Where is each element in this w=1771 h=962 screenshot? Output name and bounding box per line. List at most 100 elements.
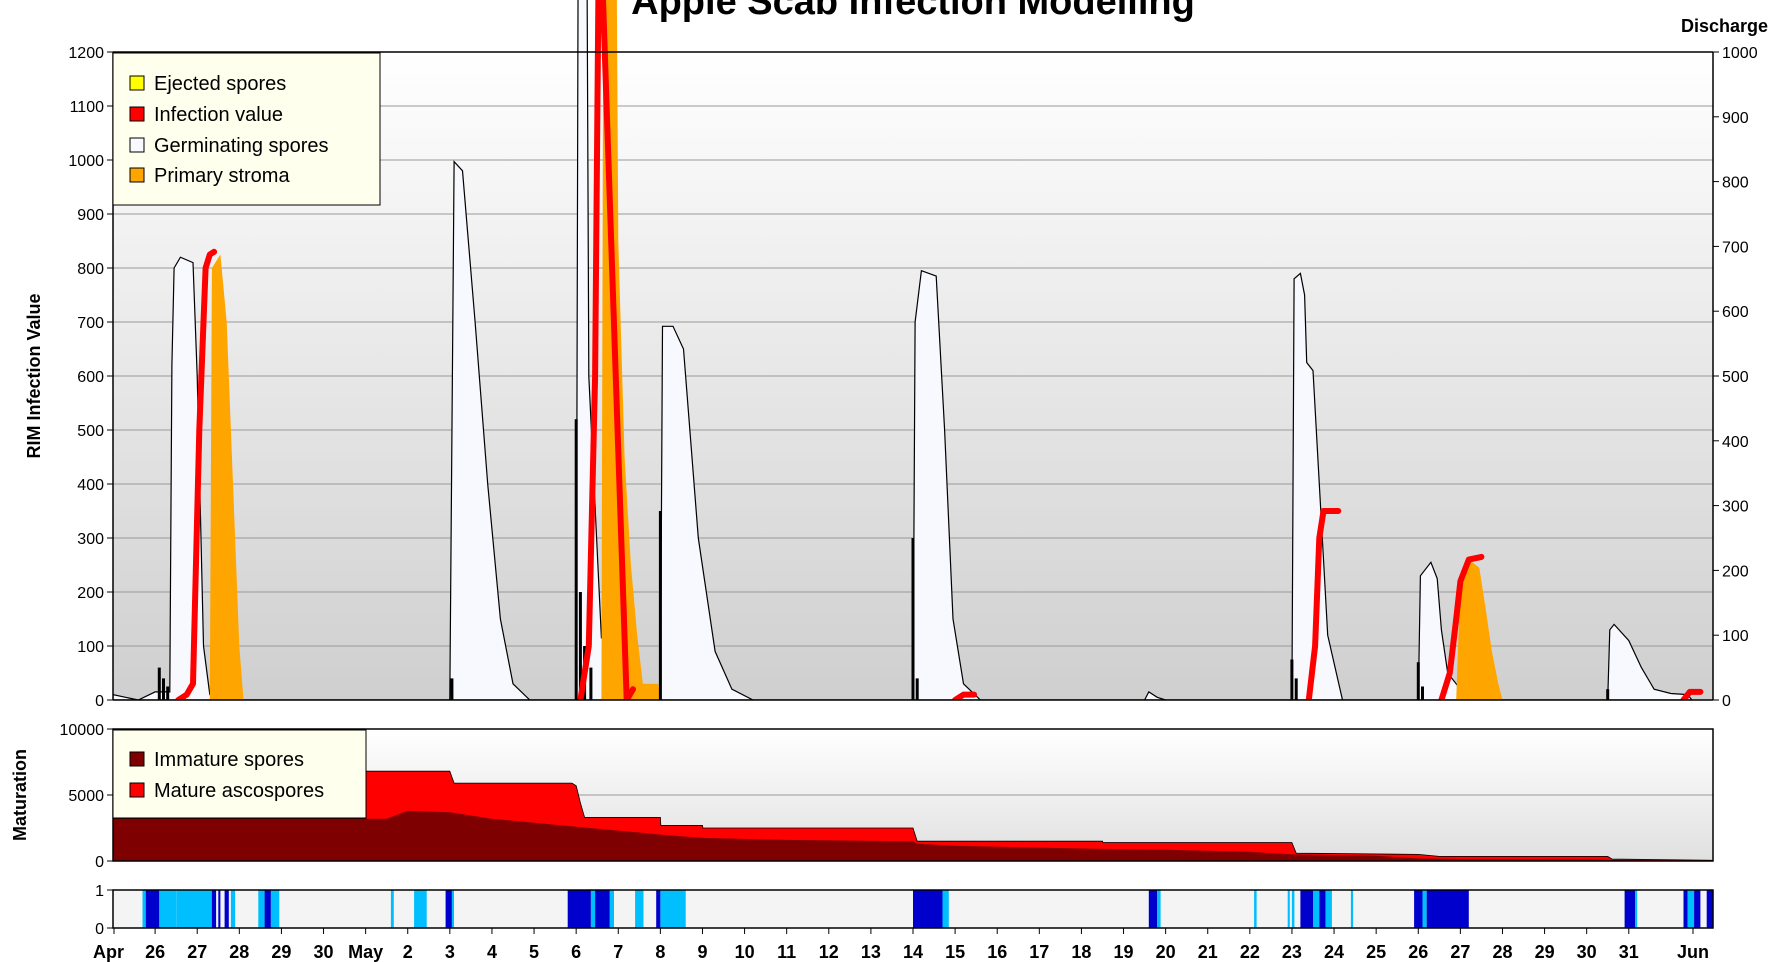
ejected-spores-bar bbox=[157, 667, 161, 700]
wetness-band bbox=[390, 890, 394, 928]
legend-label-immature-spores: Immature spores bbox=[154, 749, 304, 771]
discharge-y-tick-label: 900 bbox=[1722, 110, 1749, 127]
date-tick-label: 23 bbox=[1282, 942, 1302, 962]
wetness-band bbox=[1683, 890, 1688, 928]
date-tick-label: Apr bbox=[93, 942, 124, 962]
wetness-band bbox=[211, 890, 217, 928]
legend-swatch-primary-stroma bbox=[129, 167, 145, 183]
wetness-band bbox=[660, 890, 686, 928]
infection-y-tick-label: 600 bbox=[77, 369, 104, 386]
maturation-y-axis-label: Maturation bbox=[10, 749, 30, 841]
date-tick-label: 6 bbox=[571, 942, 581, 962]
maturation-legend-box bbox=[112, 729, 367, 819]
legend-label-ejected-spores: Ejected spores bbox=[154, 73, 286, 95]
legend-label-mature-ascospores: Mature ascospores bbox=[154, 780, 324, 802]
date-axis: Apr 26 27 28 29 30 May 2 3 4 5 6 7 8 9 10 11 12 13 14 15 16 17… bbox=[93, 928, 1709, 962]
date-tick-label: 22 bbox=[1240, 942, 1260, 962]
discharge-y-tick-label: 100 bbox=[1722, 628, 1749, 645]
discharge-y-axis-right: 0 100 200 300 400 500 600 700 800 900 1000 bbox=[1713, 45, 1758, 710]
date-tick-label: May bbox=[348, 942, 383, 962]
legend-swatch-germinating-spores bbox=[129, 137, 145, 153]
date-tick-label: 13 bbox=[861, 942, 881, 962]
wetness-band bbox=[1422, 890, 1427, 928]
wetness-band bbox=[1319, 890, 1326, 928]
wetness-band bbox=[445, 890, 452, 928]
date-tick-label: 20 bbox=[1156, 942, 1176, 962]
wetness-band bbox=[1426, 890, 1469, 928]
wetness-band bbox=[595, 890, 610, 928]
maturation-legend: Immature spores Mature ascospores bbox=[112, 729, 367, 819]
infection-y-tick-label: 0 bbox=[95, 693, 104, 710]
infection-y-tick-label: 1100 bbox=[70, 99, 105, 116]
date-tick-label: 9 bbox=[697, 942, 707, 962]
infection-value-segment bbox=[1305, 508, 1342, 700]
ejected-spores-bar bbox=[578, 592, 582, 700]
maturation-y-tick-label: 5000 bbox=[68, 788, 104, 805]
date-tick-label: 4 bbox=[487, 942, 497, 962]
infection-value-segment bbox=[577, 0, 636, 700]
date-tick-label: 29 bbox=[1535, 942, 1555, 962]
immature-spores-area bbox=[113, 810, 1713, 861]
wetness-band bbox=[1687, 890, 1694, 928]
infection-y-tick-label: 1200 bbox=[68, 45, 104, 62]
discharge-axis-label: Discharge bbox=[1681, 16, 1768, 36]
discharge-y-tick-label: 1000 bbox=[1722, 45, 1758, 62]
discharge-y-tick-label: 600 bbox=[1722, 304, 1749, 321]
wetness-band bbox=[1624, 890, 1636, 928]
date-tick-label: 2 bbox=[403, 942, 413, 962]
wetness-band bbox=[1350, 890, 1353, 928]
date-tick-label: 18 bbox=[1071, 942, 1091, 962]
date-tick-label: 7 bbox=[613, 942, 623, 962]
wetness-band bbox=[159, 890, 177, 928]
date-tick-label: 21 bbox=[1198, 942, 1218, 962]
ejected-spores-bar bbox=[915, 678, 919, 700]
wetness-band bbox=[1254, 890, 1257, 928]
infection-value-line bbox=[175, 0, 1704, 700]
date-tick-label: 3 bbox=[445, 942, 455, 962]
infection-value-segment bbox=[175, 248, 218, 700]
date-tick-label: 14 bbox=[903, 942, 923, 962]
wetness-y-tick-label: 0 bbox=[95, 921, 104, 938]
wetness-band bbox=[264, 890, 271, 928]
ejected-spores-bar bbox=[1421, 686, 1424, 700]
ejected-spores-bar bbox=[1290, 659, 1294, 700]
wetness-band bbox=[942, 890, 949, 928]
wetness-band bbox=[1414, 890, 1423, 928]
infection-y-tick-label: 400 bbox=[77, 477, 104, 494]
date-tick-label: 17 bbox=[1029, 942, 1049, 962]
date-tick-label: 27 bbox=[187, 942, 207, 962]
date-tick-label: 19 bbox=[1114, 942, 1134, 962]
wetness-band bbox=[609, 890, 614, 928]
date-tick-label: 29 bbox=[271, 942, 291, 962]
wetness-band bbox=[1325, 890, 1332, 928]
ejected-spores-bar bbox=[450, 678, 454, 700]
date-tick-label: 24 bbox=[1324, 942, 1344, 962]
legend-label-infection-value: Infection value bbox=[154, 104, 283, 126]
date-tick-label: 16 bbox=[987, 942, 1007, 962]
wetness-band bbox=[1635, 890, 1638, 928]
date-tick-label: 11 bbox=[777, 942, 796, 962]
wetness-band bbox=[1148, 890, 1158, 928]
infection-y-tick-label: 1000 bbox=[68, 153, 104, 170]
infection-y-tick-label: 900 bbox=[77, 207, 104, 224]
wetness-band bbox=[176, 890, 212, 928]
infection-value-segment bbox=[952, 691, 978, 700]
legend-label-germinating-spores: Germinating spores bbox=[154, 135, 329, 157]
wetness-bands bbox=[142, 890, 1713, 928]
legend-label-primary-stroma: Primary stroma bbox=[154, 165, 290, 187]
wetness-band bbox=[142, 890, 146, 928]
maturation-y-tick-label: 0 bbox=[95, 854, 104, 871]
ejected-spores-bar bbox=[658, 511, 662, 700]
date-tick-label: 26 bbox=[1408, 942, 1428, 962]
ejected-spores-bar bbox=[911, 538, 915, 700]
date-tick-label: 28 bbox=[229, 942, 249, 962]
legend-swatch-ejected-spores bbox=[129, 75, 145, 91]
date-tick-label: 15 bbox=[945, 942, 965, 962]
ejected-spores-bar bbox=[1294, 678, 1298, 700]
wetness-band bbox=[1300, 890, 1313, 928]
date-tick-label: 10 bbox=[735, 942, 755, 962]
maturation-y-axis: 0 5000 10000 bbox=[60, 722, 113, 871]
infection-y-axis-label: RIM Infection Value bbox=[24, 293, 44, 458]
wetness-band bbox=[230, 890, 236, 928]
